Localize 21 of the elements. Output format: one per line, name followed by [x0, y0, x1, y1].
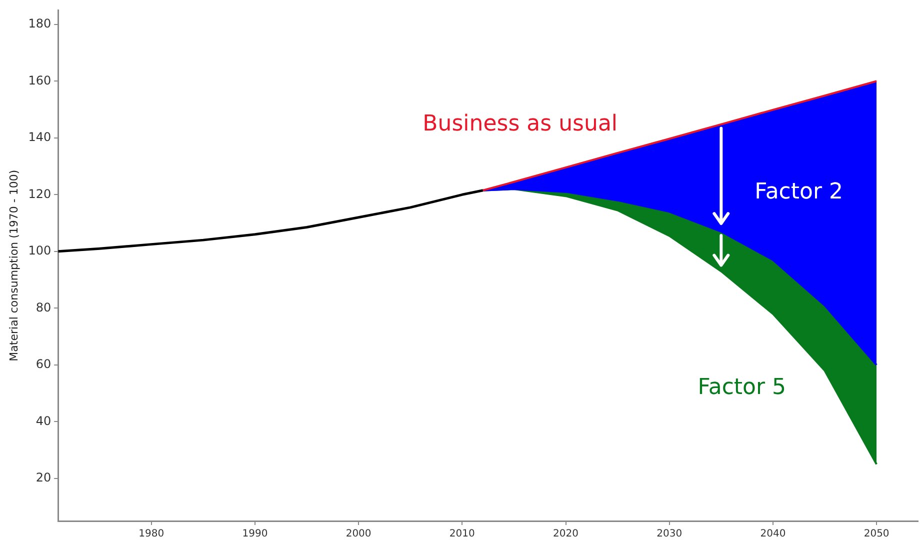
x-tick-label: 2050 [864, 528, 890, 540]
series-label: Factor 2 [754, 179, 844, 204]
y-tick-label: 60 [36, 357, 52, 372]
y-tick-label: 180 [28, 16, 52, 31]
y-tick-label: 80 [36, 300, 52, 314]
y-tick-label: 40 [36, 414, 52, 428]
x-tick-label: 2020 [553, 528, 578, 540]
x-tick-label: 2030 [656, 528, 682, 540]
x-tick-label: 2000 [346, 528, 372, 540]
x-tick-label: 1980 [138, 528, 164, 540]
y-axis-title: Material consumption (1970 - 100) [7, 170, 20, 362]
x-tick-label: 1990 [242, 528, 268, 540]
series-label: Business as usual [422, 112, 618, 137]
x-tick-label: 2010 [449, 528, 475, 540]
y-tick-label: 120 [28, 186, 52, 201]
series-label: Factor 5 [698, 375, 786, 400]
y-tick-label: 20 [36, 470, 52, 485]
y-tick-label: 140 [28, 130, 52, 144]
y-tick-label: 160 [28, 73, 52, 88]
x-tick-label: 2040 [760, 528, 786, 540]
y-tick-label: 100 [28, 244, 52, 258]
